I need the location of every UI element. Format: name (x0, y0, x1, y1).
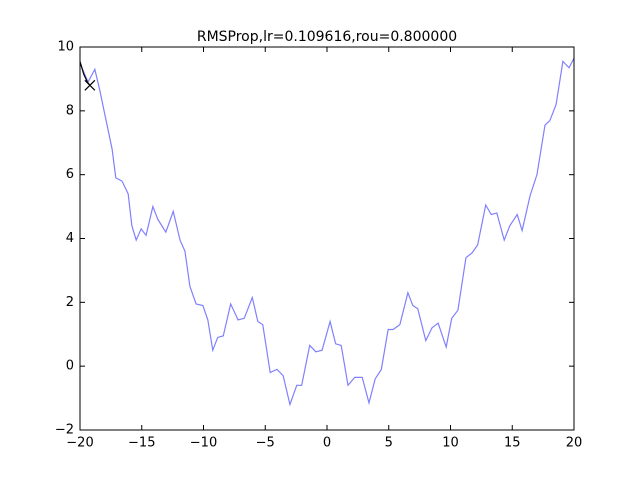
y-tick-label: 10 (57, 40, 74, 55)
y-tick-label: 2 (66, 295, 74, 310)
x-tick-label: −15 (128, 436, 155, 451)
y-tick-label: 6 (66, 167, 74, 182)
x-tick-label: 20 (566, 436, 583, 451)
x-tick-label: −5 (256, 436, 275, 451)
chart-title: RMSProp,lr=0.109616,rou=0.800000 (197, 29, 457, 45)
y-tick-label: 8 (66, 103, 74, 118)
x-tick-label: 0 (323, 436, 331, 451)
x-tick-label: 15 (504, 436, 521, 451)
x-tick-label: 5 (385, 436, 393, 451)
x-tick-label: 10 (442, 436, 459, 451)
end-marker (84, 79, 96, 91)
y-tick-label: 4 (66, 231, 74, 246)
x-tick-label: −10 (190, 436, 217, 451)
y-tick-label: −2 (55, 423, 74, 438)
y-tick-label: 0 (66, 359, 74, 374)
line-series (79, 57, 575, 407)
x-tick-label: −20 (66, 436, 93, 451)
plot-frame (79, 46, 575, 431)
